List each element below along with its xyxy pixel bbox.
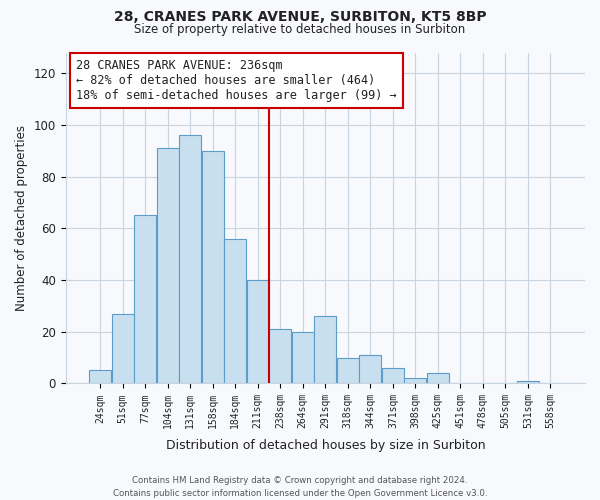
Bar [89, 370, 111, 384]
X-axis label: Distribution of detached houses by size in Surbiton: Distribution of detached houses by size … [166, 440, 485, 452]
Y-axis label: Number of detached properties: Number of detached properties [15, 125, 28, 311]
Bar [269, 329, 291, 384]
Text: 28, CRANES PARK AVENUE, SURBITON, KT5 8BP: 28, CRANES PARK AVENUE, SURBITON, KT5 8B… [113, 10, 487, 24]
Bar [517, 381, 539, 384]
Bar [134, 216, 156, 384]
Bar [427, 373, 449, 384]
Bar [247, 280, 269, 384]
Bar [359, 355, 381, 384]
Bar [224, 238, 246, 384]
Text: Contains HM Land Registry data © Crown copyright and database right 2024.
Contai: Contains HM Land Registry data © Crown c… [113, 476, 487, 498]
Bar [157, 148, 179, 384]
Text: Size of property relative to detached houses in Surbiton: Size of property relative to detached ho… [134, 22, 466, 36]
Text: 28 CRANES PARK AVENUE: 236sqm
← 82% of detached houses are smaller (464)
18% of : 28 CRANES PARK AVENUE: 236sqm ← 82% of d… [76, 59, 397, 102]
Bar [404, 378, 427, 384]
Bar [292, 332, 314, 384]
Bar [337, 358, 359, 384]
Bar [314, 316, 336, 384]
Bar [382, 368, 404, 384]
Bar [202, 150, 224, 384]
Bar [179, 135, 201, 384]
Bar [112, 314, 134, 384]
